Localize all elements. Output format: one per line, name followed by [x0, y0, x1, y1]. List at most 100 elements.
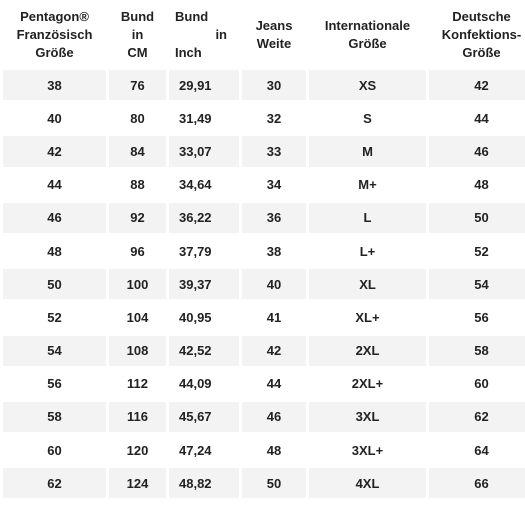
header-international-size: Internationale Größe — [309, 0, 426, 70]
german-size-cell: 54 — [429, 269, 525, 303]
jeans-width-cell: 32 — [242, 103, 306, 137]
german-size-cell: 66 — [429, 468, 525, 502]
jeans-width-cell: 48 — [242, 435, 306, 469]
header-row: Pentagon® Französisch Größe Bund in CM B… — [3, 0, 525, 70]
header-waist-inch: Bund in Inch — [169, 0, 239, 70]
header-international-size-line-2: Größe — [348, 36, 387, 51]
waist-inch-cell: 37,79 — [169, 235, 239, 270]
waist-inch-cell: 42,52 — [169, 335, 239, 369]
german-size-cell: 60 — [429, 368, 525, 402]
german-size-cell: 64 — [429, 435, 525, 469]
table-row: 56 112 44,09 44 2XL+ 60 — [3, 368, 525, 402]
jeans-width-cell: 33 — [242, 136, 306, 170]
waist-inch-cell: 44,09 — [169, 368, 239, 402]
german-size-cell: 58 — [429, 335, 525, 369]
header-french-size-line-2: Französisch — [16, 27, 93, 42]
table-row: 62 124 48,82 50 4XL 66 — [3, 468, 525, 502]
jeans-width-cell: 30 — [242, 70, 306, 104]
header-waist-inch-line-3: Inch — [175, 45, 202, 60]
waist-inch-cell: 45,67 — [169, 401, 239, 436]
waist-inch-cell: 47,24 — [169, 435, 239, 469]
waist-cm-cell: 104 — [109, 302, 166, 336]
french-size-cell: 62 — [3, 468, 106, 502]
international-size-cell: 2XL+ — [309, 368, 426, 402]
jeans-width-cell: 41 — [242, 302, 306, 336]
waist-cm-cell: 92 — [109, 202, 166, 236]
international-size-cell: M — [309, 136, 426, 170]
waist-cm-cell: 76 — [109, 70, 166, 104]
jeans-width-cell: 40 — [242, 269, 306, 303]
header-german-size-line-2: Konfektions- — [441, 27, 522, 42]
international-size-cell: XL+ — [309, 302, 426, 336]
jeans-width-cell: 38 — [242, 235, 306, 270]
international-size-cell: 3XL+ — [309, 435, 426, 469]
waist-inch-cell: 36,22 — [169, 202, 239, 236]
waist-cm-cell: 120 — [109, 435, 166, 469]
french-size-cell: 38 — [3, 70, 106, 104]
waist-inch-cell: 29,91 — [169, 70, 239, 104]
waist-inch-cell: 39,37 — [169, 269, 239, 303]
french-size-cell: 54 — [3, 335, 106, 369]
header-waist-cm-line-1: Bund — [120, 9, 155, 24]
french-size-cell: 50 — [3, 269, 106, 303]
german-size-cell: 62 — [429, 401, 525, 436]
waist-cm-cell: 124 — [109, 468, 166, 502]
international-size-cell: 4XL — [309, 468, 426, 502]
international-size-cell: 3XL — [309, 401, 426, 436]
jeans-width-cell: 34 — [242, 169, 306, 203]
header-waist-cm: Bund in CM — [109, 0, 166, 70]
waist-inch-cell: 34,64 — [169, 169, 239, 203]
header-french-size: Pentagon® Französisch Größe — [3, 0, 106, 70]
german-size-cell: 46 — [429, 136, 525, 170]
header-waist-inch-line-2: in — [215, 27, 227, 42]
french-size-cell: 40 — [3, 103, 106, 137]
international-size-cell: M+ — [309, 169, 426, 203]
french-size-cell: 58 — [3, 401, 106, 436]
table-row: 60 120 47,24 48 3XL+ 64 — [3, 435, 525, 469]
header-jeans-width: Jeans Weite — [242, 0, 306, 70]
jeans-width-cell: 42 — [242, 335, 306, 369]
header-international-size-line-1: Internationale — [324, 18, 411, 33]
header-german-size-line-3: Größe — [462, 45, 501, 60]
waist-inch-cell: 48,82 — [169, 468, 239, 502]
header-jeans-width-line-2: Weite — [256, 36, 292, 51]
international-size-cell: XS — [309, 70, 426, 104]
waist-cm-cell: 100 — [109, 269, 166, 303]
french-size-cell: 56 — [3, 368, 106, 402]
header-german-size: Deutsche Konfektions- Größe — [429, 0, 525, 70]
waist-cm-cell: 96 — [109, 235, 166, 270]
french-size-cell: 48 — [3, 235, 106, 270]
table-row: 58 116 45,67 46 3XL 62 — [3, 401, 525, 436]
jeans-width-cell: 46 — [242, 401, 306, 436]
header-waist-cm-line-3: CM — [127, 45, 148, 60]
header-jeans-width-line-1: Jeans — [255, 18, 293, 33]
german-size-cell: 44 — [429, 103, 525, 137]
french-size-cell: 52 — [3, 302, 106, 336]
waist-inch-cell: 33,07 — [169, 136, 239, 170]
table-row: 42 84 33,07 33 M 46 — [3, 136, 525, 170]
header-waist-inch-line-1: Bund — [175, 9, 209, 24]
waist-inch-cell: 40,95 — [169, 302, 239, 336]
jeans-width-cell: 36 — [242, 202, 306, 236]
waist-cm-cell: 84 — [109, 136, 166, 170]
table-row: 54 108 42,52 42 2XL 58 — [3, 335, 525, 369]
table-row: 38 76 29,91 30 XS 42 — [3, 70, 525, 104]
german-size-cell: 42 — [429, 70, 525, 104]
waist-cm-cell: 108 — [109, 335, 166, 369]
header-waist-cm-line-2: in — [131, 27, 144, 42]
waist-inch-cell: 31,49 — [169, 103, 239, 137]
international-size-cell: XL — [309, 269, 426, 303]
french-size-cell: 42 — [3, 136, 106, 170]
table-row: 40 80 31,49 32 S 44 — [3, 103, 525, 137]
size-rows: 38 76 29,91 30 XS 42 40 80 31,49 32 S 44 42 84 33,07 33… — [3, 70, 525, 502]
french-size-cell: 46 — [3, 202, 106, 236]
german-size-cell: 50 — [429, 202, 525, 236]
jeans-width-cell: 44 — [242, 368, 306, 402]
header-german-size-line-1: Deutsche — [452, 9, 511, 24]
waist-cm-cell: 88 — [109, 169, 166, 203]
jeans-width-cell: 50 — [242, 468, 306, 502]
waist-cm-cell: 116 — [109, 401, 166, 436]
waist-cm-cell: 112 — [109, 368, 166, 402]
table-row: 44 88 34,64 34 M+ 48 — [3, 169, 525, 203]
header-french-size-line-1: Pentagon® — [20, 9, 89, 24]
